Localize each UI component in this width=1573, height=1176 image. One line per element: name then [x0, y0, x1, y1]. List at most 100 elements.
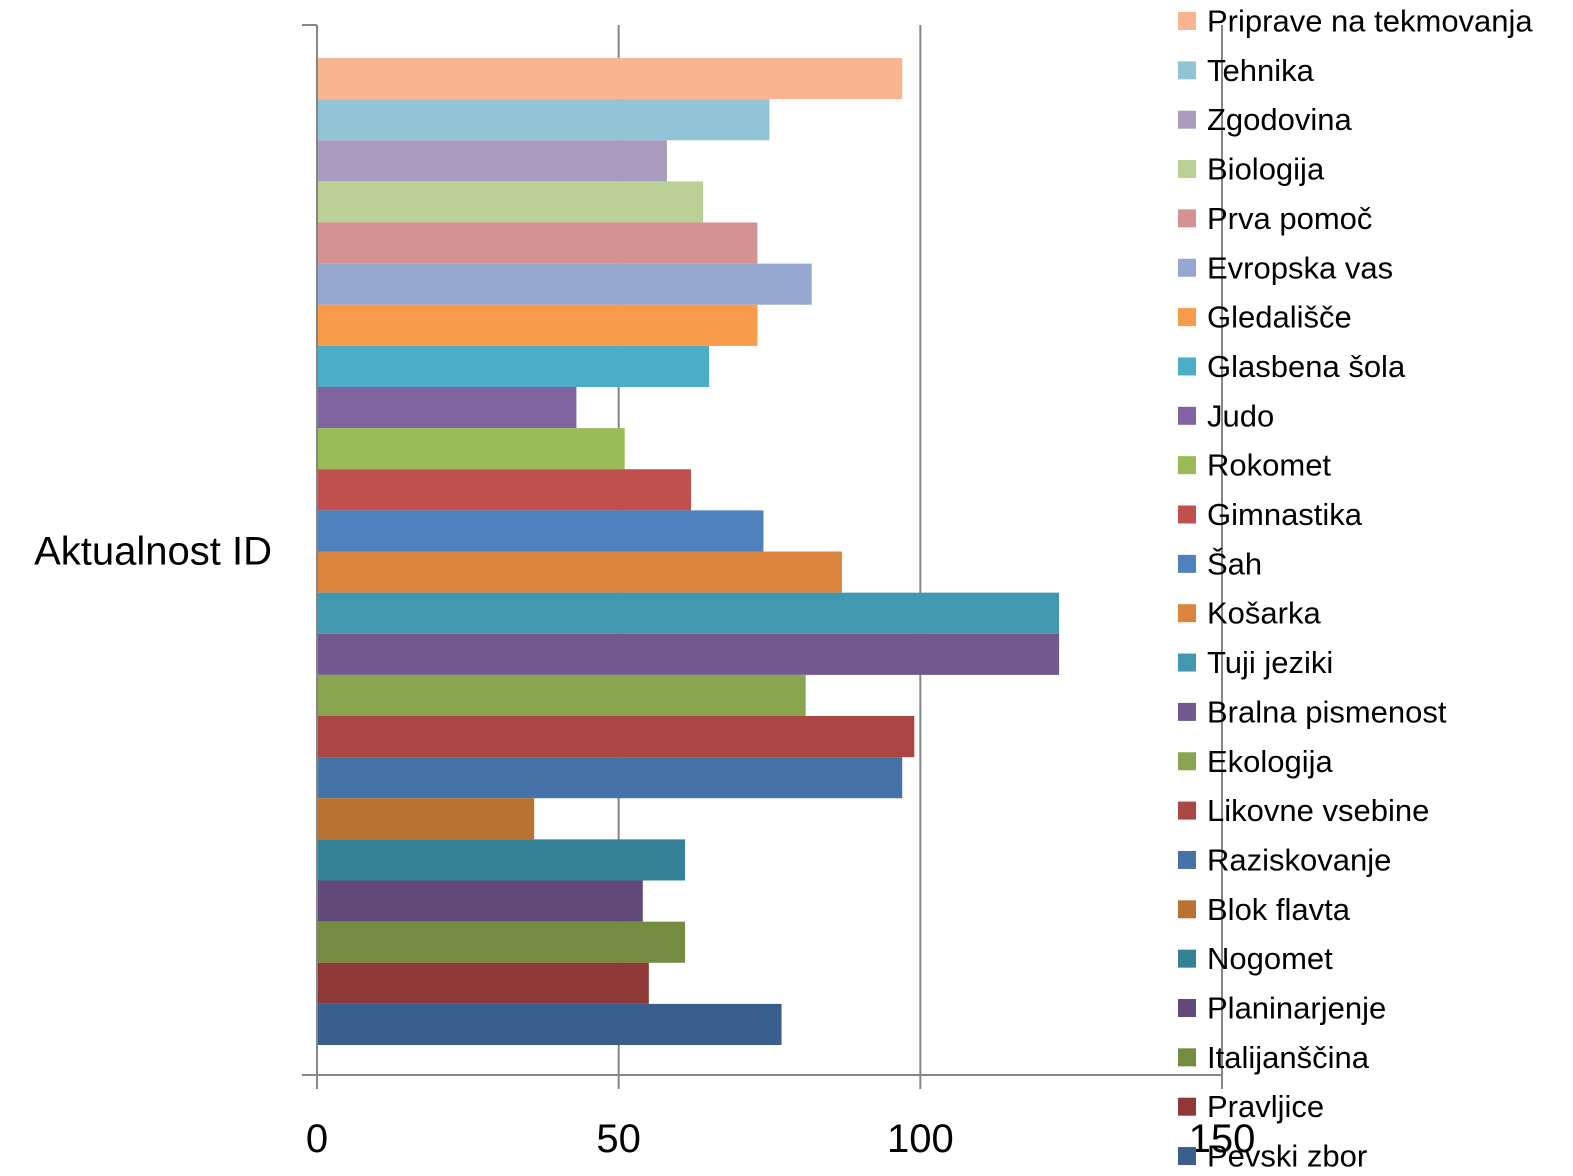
legend-label: Rokomet	[1207, 448, 1331, 483]
legend-item: Pravljice	[1178, 1089, 1324, 1124]
legend-swatch	[1178, 801, 1196, 820]
legend-item: Bralna pismenost	[1178, 694, 1447, 729]
legend-label: Blok flavta	[1207, 892, 1351, 927]
legend-swatch	[1178, 900, 1196, 919]
legend-label: Evropska vas	[1207, 250, 1393, 285]
bar-13	[317, 551, 842, 593]
bar-7	[317, 304, 758, 346]
legend-item: Priprave na tekmovanja	[1178, 4, 1533, 39]
bar-9	[317, 387, 577, 429]
legend-swatch	[1178, 209, 1196, 228]
bar-22	[317, 921, 686, 963]
legend-label: Likovne vsebine	[1207, 793, 1429, 828]
legend-label: Pravljice	[1207, 1089, 1324, 1124]
bar-21	[317, 880, 643, 922]
legend-label: Zgodovina	[1207, 102, 1353, 137]
legend-item: Prva pomoč	[1178, 201, 1372, 236]
legend-label: Nogomet	[1207, 941, 1333, 976]
legend-item: Likovne vsebine	[1178, 793, 1429, 828]
legend-item: Glasbena šola	[1178, 349, 1406, 384]
x-tick-label: 50	[596, 1117, 641, 1161]
bar-20	[317, 839, 686, 881]
bars	[317, 58, 1060, 1045]
legend-label: Ekologija	[1207, 744, 1334, 779]
legend-item: Tehnika	[1178, 53, 1315, 88]
bar-17	[317, 716, 915, 758]
legend-item: Šah	[1178, 546, 1262, 581]
legend-label: Glasbena šola	[1207, 349, 1406, 384]
bar-15	[317, 633, 1060, 675]
legend-swatch	[1178, 850, 1196, 869]
legend-label: Italijanščina	[1207, 1040, 1370, 1075]
legend-item: Ekologija	[1178, 744, 1334, 779]
legend-label: Tehnika	[1207, 53, 1315, 88]
bar-19	[317, 798, 535, 840]
legend-item: Pevski zbor	[1178, 1139, 1367, 1174]
legend-label: Pevski zbor	[1207, 1139, 1367, 1174]
legend-swatch	[1178, 752, 1196, 771]
bar-8	[317, 345, 710, 387]
bar-12	[317, 510, 764, 552]
legend-item: Gimnastika	[1178, 497, 1363, 532]
legend-label: Šah	[1207, 546, 1262, 581]
legend-item: Košarka	[1178, 596, 1321, 631]
category-labels: Aktualnost ID	[34, 530, 272, 574]
legend-label: Tuji jeziki	[1207, 645, 1333, 680]
bar-2	[317, 99, 770, 141]
legend-swatch	[1178, 999, 1196, 1017]
legend-label: Planinarjenje	[1207, 991, 1386, 1026]
legend-label: Judo	[1207, 398, 1274, 433]
legend-item: Raziskovanje	[1178, 842, 1391, 877]
legend-swatch	[1178, 12, 1196, 30]
legend-swatch	[1178, 1048, 1196, 1067]
legend-swatch	[1178, 61, 1196, 80]
legend-item: Evropska vas	[1178, 250, 1393, 285]
bar-18	[317, 757, 903, 799]
legend-swatch	[1178, 554, 1196, 573]
legend-label: Priprave na tekmovanja	[1207, 4, 1533, 39]
legend-item: Rokomet	[1178, 448, 1331, 483]
bar-23	[317, 962, 649, 1004]
legend-swatch	[1178, 1147, 1196, 1166]
legend-swatch	[1178, 653, 1196, 672]
legend-swatch	[1178, 160, 1196, 179]
legend-label: Košarka	[1207, 596, 1321, 631]
legend-swatch	[1178, 110, 1196, 129]
bar-6	[317, 263, 812, 305]
legend-label: Gimnastika	[1207, 497, 1363, 532]
legend-item: Planinarjenje	[1178, 991, 1386, 1026]
legend-swatch	[1178, 456, 1196, 475]
legend-swatch	[1178, 357, 1196, 376]
legend-swatch	[1178, 308, 1196, 327]
legend-swatch	[1178, 258, 1196, 277]
legend-item: Nogomet	[1178, 941, 1333, 976]
legend-item: Gledališče	[1178, 300, 1352, 335]
legend-label: Prva pomoč	[1207, 201, 1372, 236]
bar-11	[317, 469, 692, 511]
bar-14	[317, 592, 1060, 634]
legend-item: Biologija	[1178, 152, 1325, 187]
category-label: Aktualnost ID	[34, 530, 272, 574]
bar-5	[317, 222, 758, 264]
legend-swatch	[1178, 702, 1196, 721]
legend-label: Bralna pismenost	[1207, 694, 1447, 729]
x-tick-label: 0	[306, 1117, 328, 1161]
bar-16	[317, 674, 806, 716]
legend-swatch	[1178, 406, 1196, 425]
legend-label: Gledališče	[1207, 300, 1352, 335]
legend-item: Zgodovina	[1178, 102, 1353, 137]
bar-10	[317, 428, 625, 470]
legend-swatch	[1178, 505, 1196, 524]
legend-item: Tuji jeziki	[1178, 645, 1333, 680]
x-tick-label: 100	[887, 1117, 954, 1161]
bar-24	[317, 1003, 782, 1045]
bar-1	[317, 58, 903, 100]
x-tick-label: 150	[1189, 1117, 1256, 1161]
legend: Priprave na tekmovanja Tehnika Zgodovina Bi…	[1178, 4, 1533, 1174]
legend-item: Blok flavta	[1178, 892, 1351, 927]
legend-label: Biologija	[1207, 152, 1325, 187]
axes	[302, 24, 1223, 1089]
legend-swatch	[1178, 949, 1196, 968]
legend-item: Italijanščina	[1178, 1040, 1370, 1075]
